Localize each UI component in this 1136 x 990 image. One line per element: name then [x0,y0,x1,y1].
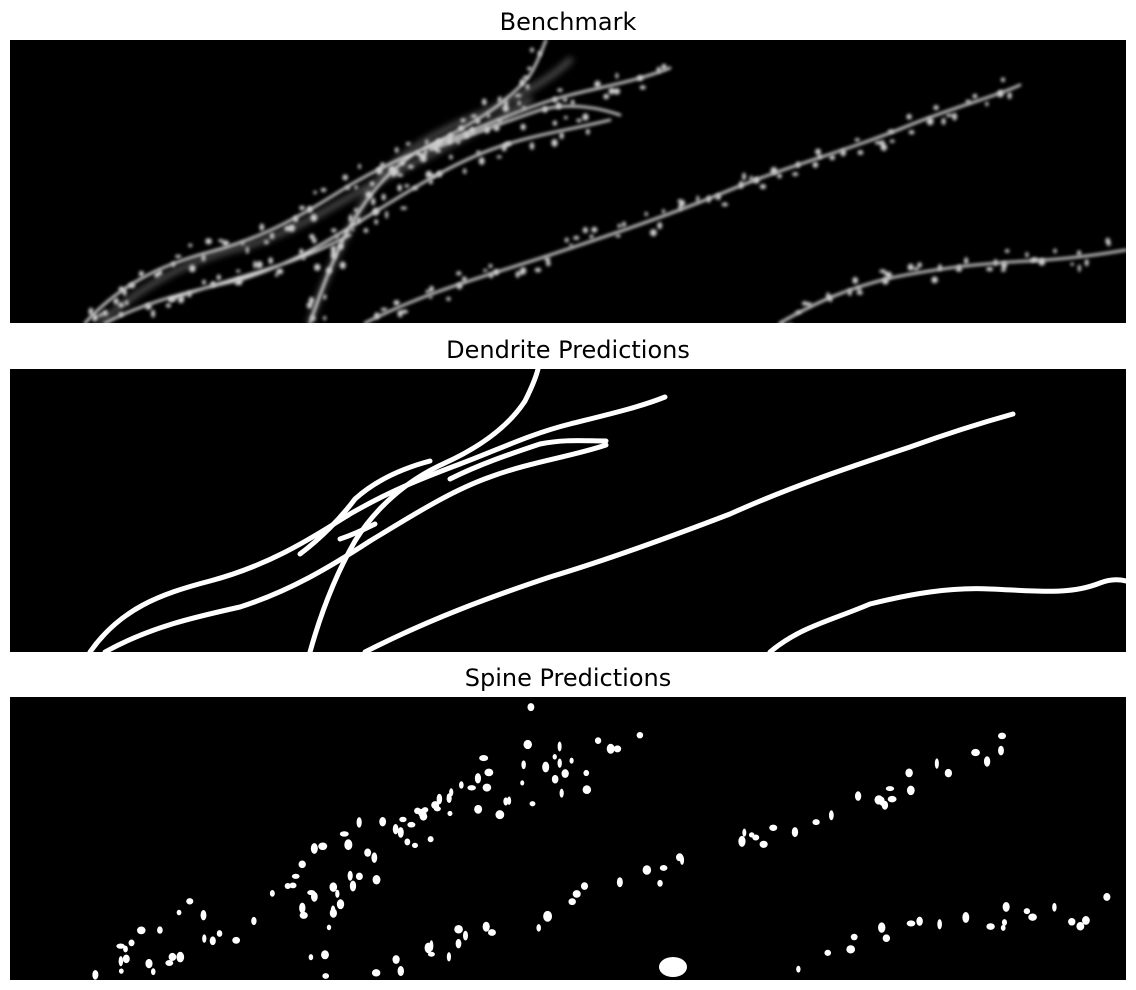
spine-mask-image [10,697,1126,980]
benchmark-image [10,40,1126,323]
panel-title-benchmark: Benchmark [499,8,637,36]
panel-title-dendrites: Dendrite Predictions [446,336,690,364]
dendrite-svg [87,369,1126,652]
panel-title-spines: Spine Predictions [464,664,672,692]
spine-svg [92,703,1111,980]
benchmark-svg [83,40,1126,323]
dendrite-mask-image [10,369,1126,652]
